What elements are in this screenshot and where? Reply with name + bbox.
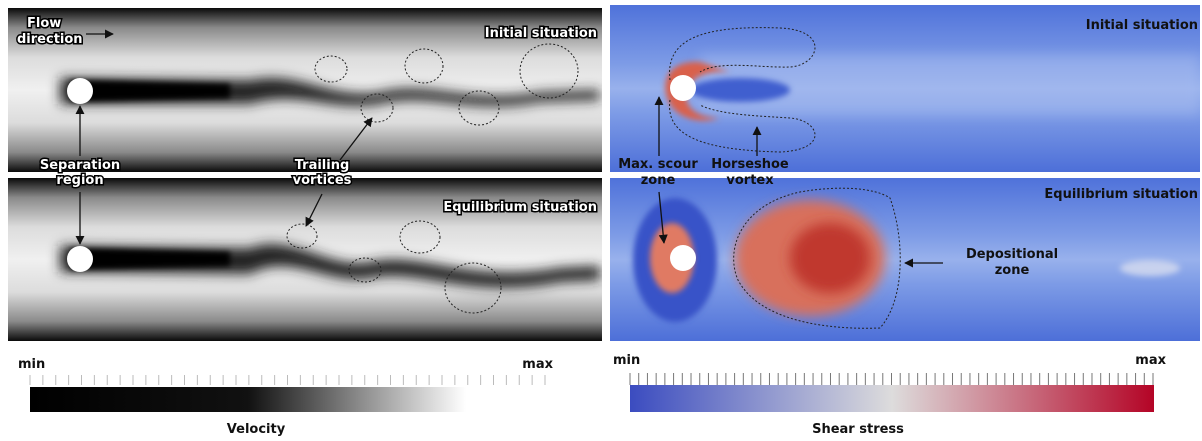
- colorbar-velocity: min max Velocity: [18, 357, 554, 437]
- colorbar-title: Velocity: [227, 422, 286, 437]
- situation-label: Initial situation: [1086, 18, 1198, 33]
- horseshoe-label: Horseshoe vortex: [711, 157, 789, 188]
- colorbar-shear: min max Shear stress: [613, 353, 1167, 437]
- max-label: max: [522, 357, 553, 372]
- shear-equilibrium: [610, 178, 1200, 341]
- arrow: [305, 193, 323, 227]
- scour-label: Max. scour zone: [618, 157, 698, 188]
- min-label: min: [18, 357, 45, 372]
- arrow: [339, 117, 373, 161]
- situation-label: Initial situation: [485, 26, 597, 41]
- min-label: min: [613, 353, 640, 368]
- separation-label: Separation region: [40, 158, 120, 188]
- max-label: max: [1135, 353, 1166, 368]
- situation-label: Equilibrium situation: [1044, 187, 1198, 202]
- flow-label: Flow direction: [17, 16, 83, 47]
- arrow: [658, 191, 668, 244]
- velocity-equilibrium: [8, 178, 602, 341]
- shear-initial: [610, 5, 1200, 172]
- colorbar: [30, 387, 466, 412]
- colorbar-title: Shear stress: [812, 422, 904, 437]
- depositional-label: Depositional zone: [966, 247, 1058, 278]
- vortices: [286, 43, 579, 314]
- colorbar: [630, 385, 1154, 412]
- situation-label: Equilibrium situation: [443, 200, 597, 215]
- trailing-label: Trailing vortices: [293, 158, 352, 188]
